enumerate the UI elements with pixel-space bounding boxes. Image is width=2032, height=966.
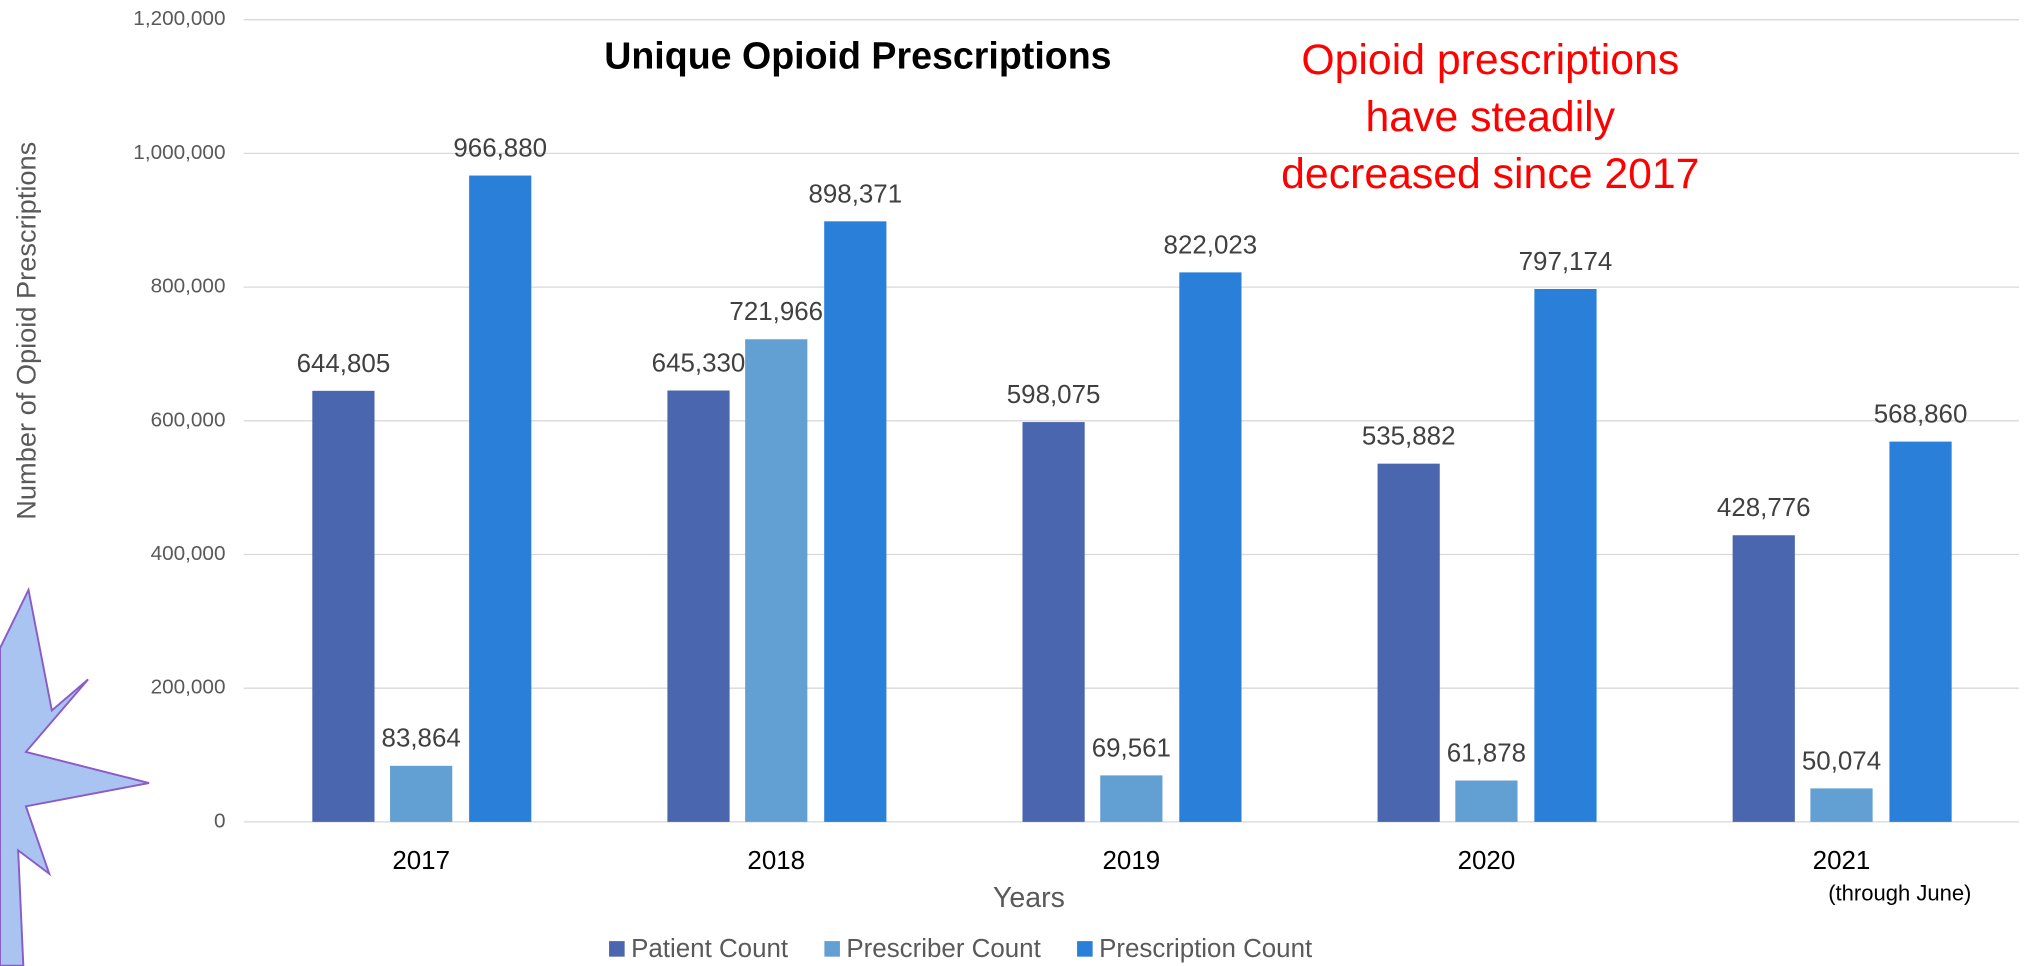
bar	[1179, 272, 1242, 822]
data-label: 898,371	[808, 180, 902, 208]
bar	[1534, 288, 1597, 822]
y-tick-label: 200,000	[151, 676, 226, 699]
legend-swatch	[824, 941, 840, 957]
y-axis-title: Number of Opioid Prescriptions	[11, 142, 42, 520]
legend-label: Prescription Count	[1099, 935, 1313, 963]
data-label: 535,882	[1362, 423, 1456, 451]
x-tick-label: 2020	[1458, 847, 1516, 875]
bar	[1455, 780, 1518, 822]
data-label: 721,966	[729, 298, 823, 326]
data-label: 644,805	[297, 350, 391, 378]
data-label: 428,776	[1717, 494, 1811, 522]
bar	[390, 765, 453, 822]
annotation: have steadily	[1366, 93, 1616, 141]
legend-label: Prescriber Count	[846, 935, 1041, 963]
y-tick-label: 0	[214, 809, 226, 832]
bar	[1022, 422, 1085, 822]
annotation: Opioid prescriptions	[1301, 36, 1679, 84]
chart-title: Unique Opioid Prescriptions	[604, 35, 1111, 77]
bar	[1377, 463, 1440, 822]
bar	[1732, 535, 1795, 822]
bar	[1100, 775, 1163, 822]
annotation: decreased since 2017	[1281, 150, 1699, 198]
legend-label: Patient Count	[631, 935, 789, 963]
x-tick-label: 2019	[1103, 847, 1161, 875]
bar	[745, 339, 808, 822]
y-tick-label: 600,000	[151, 408, 226, 431]
x-axis-title: Years	[993, 882, 1065, 914]
decorative-star	[0, 586, 150, 966]
data-label: 645,330	[652, 349, 746, 377]
x-tick-label: 2018	[747, 847, 805, 875]
data-label: 61,878	[1447, 739, 1526, 767]
data-label: 598,075	[1007, 381, 1101, 409]
data-label: 568,860	[1874, 401, 1968, 429]
data-label: 966,880	[453, 134, 547, 162]
bar	[824, 221, 887, 822]
bar	[312, 390, 375, 822]
y-tick-label: 400,000	[151, 542, 226, 565]
y-tick-label: 800,000	[151, 275, 226, 298]
bar	[1810, 788, 1873, 822]
bar	[469, 175, 532, 822]
bar	[667, 390, 730, 822]
x-tick-label: 2021	[1813, 847, 1871, 875]
data-label: 50,074	[1802, 747, 1881, 775]
bar	[1889, 441, 1952, 822]
data-label: 822,023	[1164, 231, 1258, 259]
category-note: (through June)	[1828, 880, 1971, 905]
legend-swatch	[1077, 941, 1093, 957]
data-label: 69,561	[1092, 734, 1171, 762]
y-tick-label: 1,200,000	[133, 7, 225, 30]
legend-swatch	[609, 941, 625, 957]
data-label: 797,174	[1519, 248, 1613, 276]
data-label: 83,864	[382, 725, 461, 753]
x-tick-label: 2017	[392, 847, 450, 875]
y-tick-label: 1,000,000	[133, 141, 225, 164]
